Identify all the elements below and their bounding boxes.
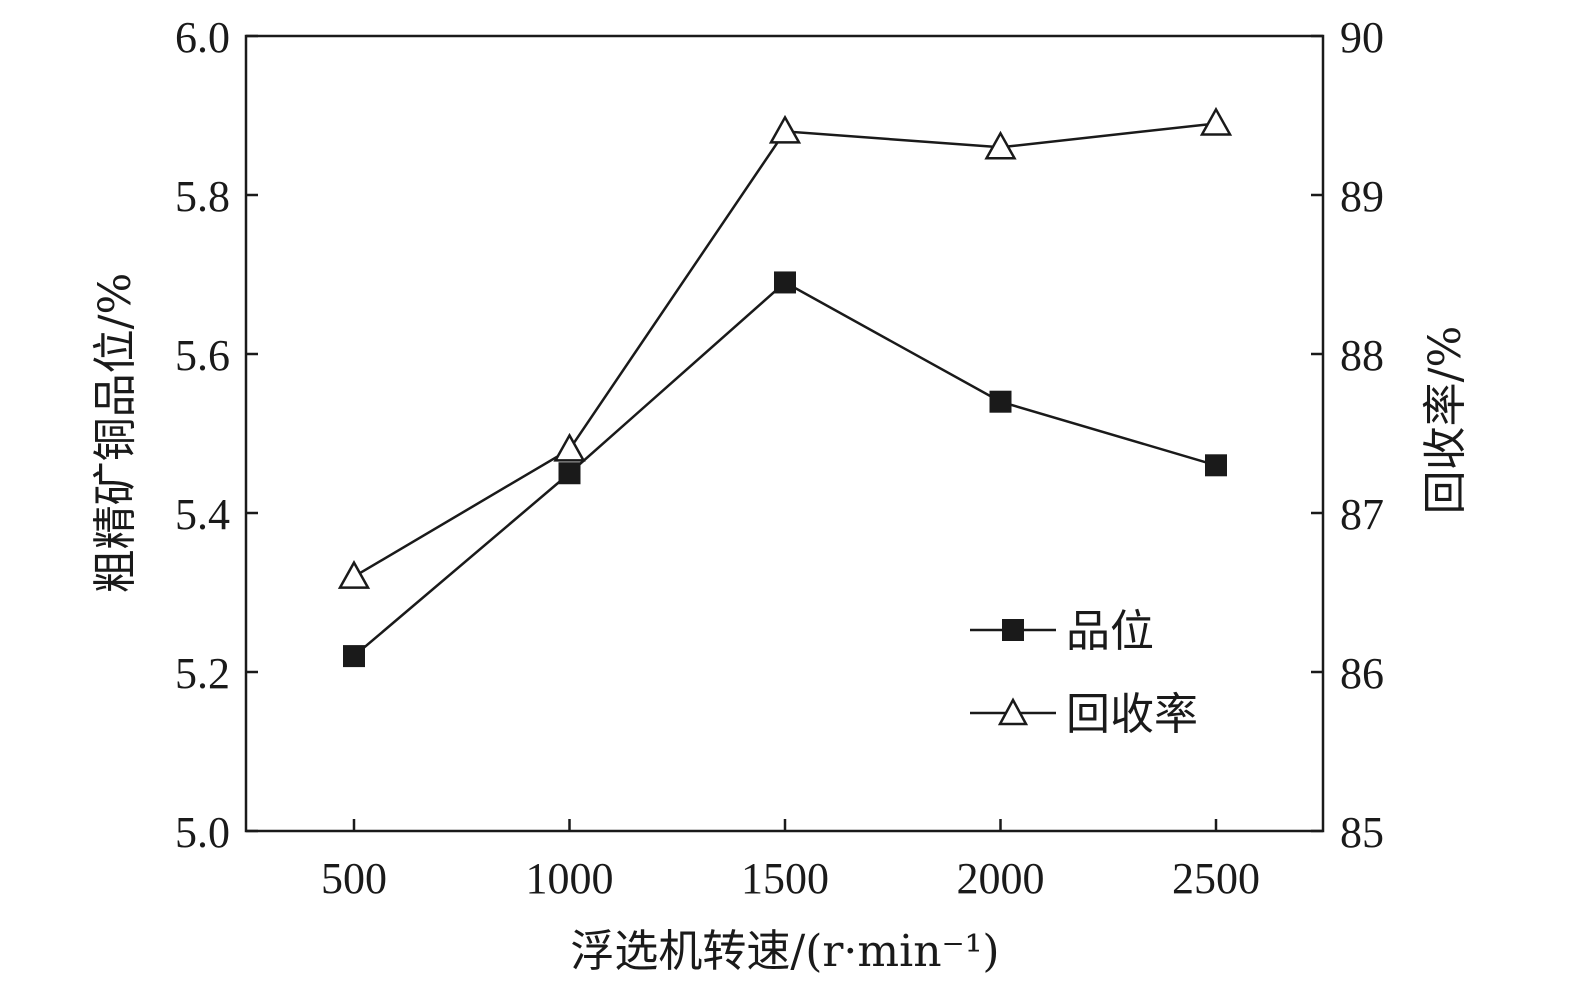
y-left-tick-label: 5.6 <box>175 331 230 380</box>
x-tick-label: 1500 <box>741 854 829 903</box>
data-point-recovery <box>337 560 371 589</box>
legend: 品位 回收率 <box>970 606 1198 740</box>
y-left-tick-label: 5.2 <box>175 649 230 698</box>
y-left-tick-label: 6.0 <box>175 13 230 62</box>
legend-item-recovery: 回收率 <box>970 689 1198 740</box>
x-tick-label: 2500 <box>1172 854 1260 903</box>
legend-label-grade: 品位 <box>1066 606 1154 657</box>
y-right-tick-label: 88 <box>1340 331 1384 380</box>
data-point-recovery <box>984 130 1017 160</box>
data-point-recovery <box>553 432 586 462</box>
ticks <box>246 34 1323 833</box>
data-point-grade <box>1205 454 1227 477</box>
x-tick-label: 2000 <box>957 854 1045 903</box>
x-tick-label: 1000 <box>526 854 614 903</box>
data-point-grade <box>774 271 796 294</box>
series-line-1 <box>353 122 1217 578</box>
y-right-tick-label: 86 <box>1340 649 1384 698</box>
y-left-tick-label: 5.8 <box>175 172 230 221</box>
legend-item-grade: 品位 <box>970 606 1154 657</box>
y-left-tick-label: 5.4 <box>175 490 230 539</box>
data-point-grade <box>343 645 365 668</box>
y-left-axis-title: 粗精矿铜品位/% <box>90 273 141 594</box>
legend-marker-recovery <box>997 697 1029 726</box>
y-right-tick-label: 90 <box>1340 13 1384 62</box>
data-point-grade <box>989 390 1012 413</box>
y-right-axis-title: 回收率/% <box>1420 326 1471 515</box>
tick-labels: 500 1000 1500 2000 2500 5.0 5.2 5.4 5.6 5.8 6.0 85 8… <box>175 13 1384 903</box>
legend-marker-grade <box>1002 619 1024 641</box>
data-point-grade <box>558 462 581 485</box>
data-point-recovery <box>768 114 802 144</box>
legend-label-recovery: 回收率 <box>1066 689 1198 740</box>
y-right-tick-label: 85 <box>1340 808 1384 857</box>
series-layer <box>337 106 1233 668</box>
x-axis-title: 浮选机转速/(r·min⁻¹) <box>570 926 999 977</box>
y-right-tick-label: 89 <box>1340 172 1384 221</box>
x-tick-label: 500 <box>321 854 387 903</box>
data-point-recovery <box>1199 106 1233 136</box>
series-line-0 <box>353 280 1217 658</box>
y-left-tick-label: 5.0 <box>175 808 230 857</box>
y-right-tick-label: 87 <box>1340 490 1384 539</box>
